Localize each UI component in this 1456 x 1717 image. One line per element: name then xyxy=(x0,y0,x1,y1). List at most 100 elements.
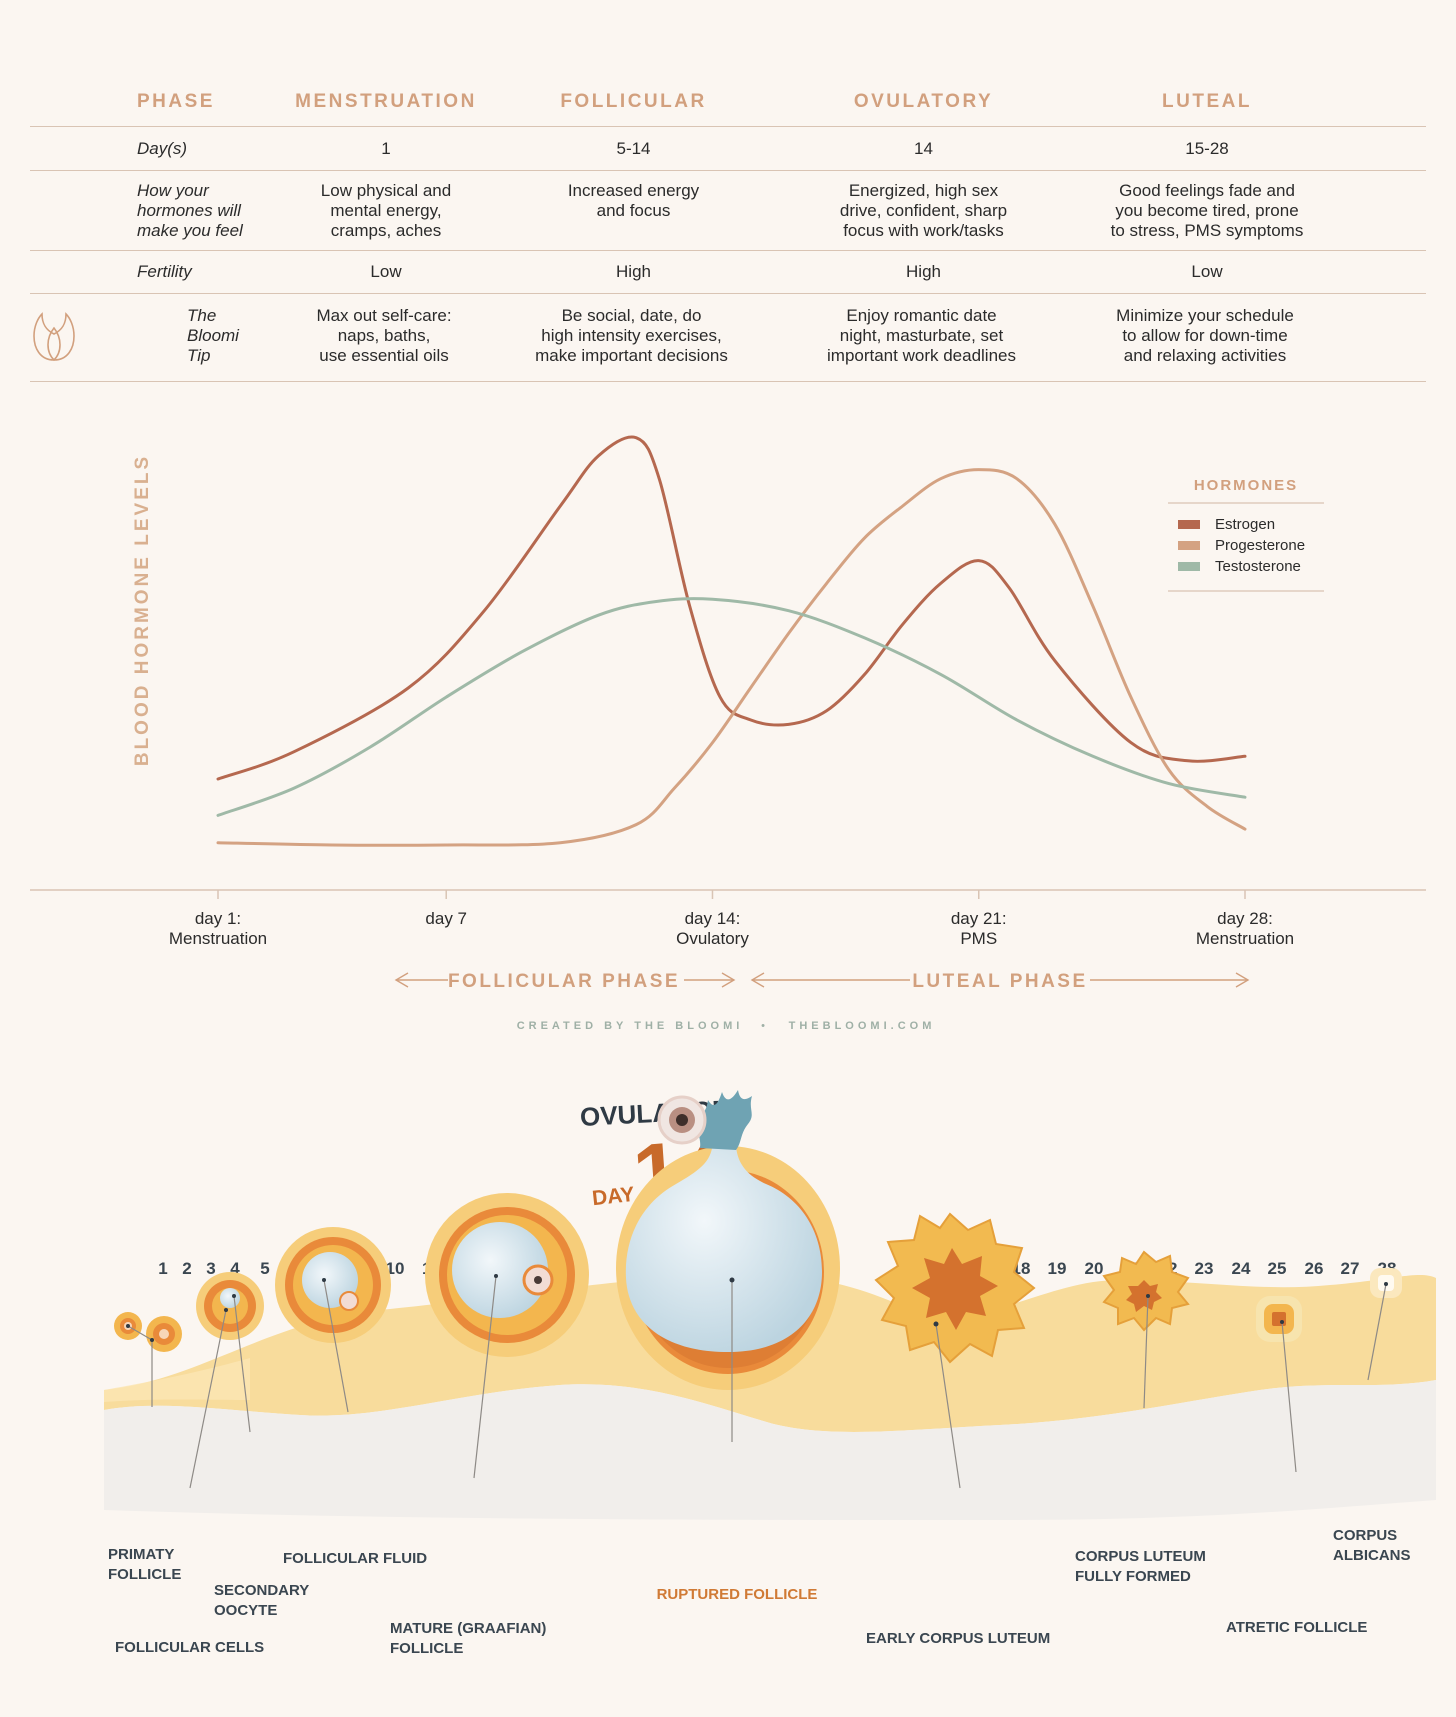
row-label-tip: The Bloomi Tip xyxy=(30,306,259,366)
pointer-dot xyxy=(1280,1320,1284,1324)
label-corpus-luteum-formed: CORPUS LUTEUM FULLY FORMED xyxy=(1075,1548,1210,1585)
cell: Enjoy romantic date night, masturbate, s… xyxy=(754,306,1089,366)
table-row-fertility: Fertility Low High High Low xyxy=(30,251,1426,294)
cell-line: naps, baths, xyxy=(337,326,431,345)
day-number: 1 xyxy=(158,1259,167,1278)
day-number: 23 xyxy=(1195,1259,1214,1278)
pointer-lines xyxy=(127,1275,1387,1489)
header-ovulatory: OVULATORY xyxy=(853,91,994,112)
label-ruptured-follicle: RUPTURED FOLLICLE xyxy=(657,1586,818,1603)
table-header: PHASE MENSTRUATION FOLLICULAR OVULATORY … xyxy=(30,78,1426,127)
series-line-estrogen xyxy=(216,435,1247,781)
cell-line: mental energy, xyxy=(330,201,442,220)
early-corpus-luteum xyxy=(874,1212,1036,1364)
label-primary-follicle: PRIMATY FOLLICLE xyxy=(108,1546,181,1583)
label-line: ALBICANS xyxy=(1333,1547,1411,1564)
corpus-inner xyxy=(912,1248,998,1330)
atretic-core xyxy=(1272,1312,1286,1326)
label-line: PRIMATY xyxy=(108,1546,174,1563)
follicular-fluid xyxy=(625,1134,822,1352)
cell-line: Low physical and xyxy=(320,181,452,200)
header-follicular: FOLLICULAR xyxy=(560,91,707,112)
x-tick-label: Menstruation xyxy=(1196,929,1294,948)
x-tick-label: Menstruation xyxy=(169,929,267,948)
header-menstruation: MENSTRUATION xyxy=(295,91,477,112)
label-line: Bloomi xyxy=(187,326,239,345)
pointer-dot xyxy=(494,1274,498,1278)
cell: High xyxy=(616,262,651,281)
pointer xyxy=(1367,1283,1387,1381)
series-line-testosterone xyxy=(216,597,1247,817)
ovary-band-light xyxy=(104,1358,250,1402)
pointer xyxy=(189,1309,227,1489)
arrow-right-head xyxy=(1235,972,1250,988)
cell-line: Enjoy romantic date xyxy=(846,306,997,325)
day-number: 10 xyxy=(386,1259,405,1278)
day-number: 20 xyxy=(1085,1259,1104,1278)
pointer-dot xyxy=(933,1321,939,1327)
tissue xyxy=(104,1380,1436,1520)
cell-line: and relaxing activities xyxy=(1123,346,1287,365)
pointer-dot xyxy=(232,1294,236,1298)
cell: Energized, high sex drive, confident, sh… xyxy=(756,181,1091,241)
table-row-tip: The Bloomi Tip Max out self-care: naps, … xyxy=(30,294,1426,382)
cell-line: important work deadlines xyxy=(827,346,1016,365)
follicular-phase-label: FOLLICULAR PHASE xyxy=(448,971,680,992)
antral-follicle xyxy=(275,1227,391,1343)
cell-line: drive, confident, sharp xyxy=(839,201,1008,220)
pointer xyxy=(323,1279,349,1413)
cell: Minimize your schedule to allow for down… xyxy=(1089,306,1321,366)
cell: Low xyxy=(1191,262,1223,281)
legend-testosterone: Testosterone xyxy=(1215,558,1301,575)
x-tick-label: day 1: xyxy=(195,909,241,928)
arrow-right-head xyxy=(721,972,736,988)
pointer-dot xyxy=(150,1338,154,1342)
corpus-inner xyxy=(1126,1280,1162,1312)
y-axis-label: BLOOD HORMONE LEVELS xyxy=(132,454,153,766)
label-line: FULLY FORMED xyxy=(1075,1568,1191,1585)
label-line: SECONDARY xyxy=(214,1582,309,1599)
cell: Increased energy and focus xyxy=(511,181,756,221)
cell-line: Minimize your schedule xyxy=(1116,306,1294,325)
x-tick-label: day 14: xyxy=(685,909,741,928)
row-label-days: Day(s) xyxy=(137,138,188,158)
day-number: 4 xyxy=(230,1259,240,1278)
oocyte xyxy=(220,1288,240,1308)
cell-line: Be social, date, do xyxy=(561,306,702,325)
day-number: 19 xyxy=(1048,1259,1067,1278)
atretic-follicle xyxy=(1256,1296,1302,1342)
cell-line: Increased energy xyxy=(567,181,700,200)
day-number: 3 xyxy=(206,1259,215,1278)
primary-follicle xyxy=(114,1312,182,1352)
luteal-phase-label: LUTEAL PHASE xyxy=(912,971,1087,992)
table-row-feel: How your hormones will make you feel Low… xyxy=(30,171,1426,251)
legend-swatch-progesterone xyxy=(1178,541,1200,550)
cell-line: make important decisions xyxy=(535,346,728,365)
x-tick-label: day 21: xyxy=(951,909,1007,928)
row-label-feel: How your hormones will make you feel xyxy=(30,181,261,241)
cell-line: Max out self-care: xyxy=(316,306,452,325)
day-number: 27 xyxy=(1341,1259,1360,1278)
legend: HORMONES Estrogen Progesterone Testoster… xyxy=(1168,477,1324,592)
legend-swatch-estrogen xyxy=(1178,520,1200,529)
label-line: How your xyxy=(137,181,209,200)
day-word: DAY xyxy=(591,1183,636,1210)
cell-line: focus with work/tasks xyxy=(843,221,1004,240)
credit-separator: • xyxy=(761,1020,765,1032)
day-number: 2 xyxy=(182,1259,191,1278)
pointer-dot xyxy=(126,1324,130,1328)
row-label-fertility: Fertility xyxy=(137,262,192,281)
cell: Low xyxy=(370,262,402,281)
x-tick-label: day 7 xyxy=(425,909,467,928)
hormone-chart: BLOOD HORMONE LEVELS day 1:Menstruationd… xyxy=(30,435,1426,1032)
header-luteal: LUTEAL xyxy=(1162,91,1252,112)
credit-right: THEBLOOMI.COM xyxy=(789,1020,936,1032)
label-line: MATURE (GRAAFIAN) xyxy=(390,1620,546,1637)
label-line: Tip xyxy=(187,346,211,365)
table-row-days: Day(s) 1 5-14 14 15-28 xyxy=(30,127,1426,171)
x-tick-label: PMS xyxy=(960,929,997,948)
day-number: 5 xyxy=(260,1259,269,1278)
cell: High xyxy=(906,262,941,281)
x-tick-label: day 28: xyxy=(1217,909,1273,928)
